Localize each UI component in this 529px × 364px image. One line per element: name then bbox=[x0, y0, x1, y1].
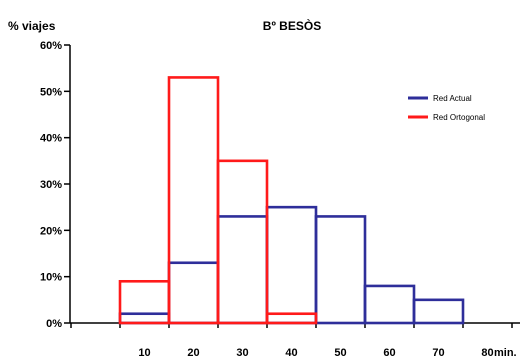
histogram-bar bbox=[216, 159, 269, 325]
histogram-bar bbox=[363, 284, 416, 325]
legend-label: Red Ortogonal bbox=[433, 113, 485, 122]
y-axis-label: % viajes bbox=[8, 19, 56, 33]
chart-title: Bº BESÒS bbox=[263, 18, 321, 33]
y-tick-label: 30% bbox=[40, 179, 62, 191]
histogram-bar bbox=[265, 205, 318, 325]
y-tick-label: 20% bbox=[40, 225, 62, 237]
x-tick-label: 70 bbox=[432, 347, 444, 359]
histogram-bar bbox=[412, 298, 465, 325]
x-tick-label: 60 bbox=[383, 347, 395, 359]
histogram-bar bbox=[167, 76, 220, 325]
x-tick-label: 10 bbox=[138, 347, 150, 359]
x-tick-label: 50 bbox=[334, 347, 346, 359]
histogram-bar bbox=[265, 312, 318, 325]
x-tick-label: 20 bbox=[187, 347, 199, 359]
y-tick-label: 0% bbox=[46, 318, 62, 330]
series-red-ortogonal bbox=[118, 76, 318, 325]
x-tick-label: 40 bbox=[285, 347, 297, 359]
x-tick-label: 80 bbox=[481, 347, 493, 359]
y-tick-label: 50% bbox=[40, 86, 62, 98]
histogram-bar bbox=[314, 215, 367, 325]
histogram-bar bbox=[118, 279, 171, 325]
series-layer bbox=[118, 76, 465, 325]
y-axis: 0% 10% 20% 30% 40% 50% 60% bbox=[40, 40, 71, 330]
legend: Red Actual Red Ortogonal bbox=[408, 94, 485, 122]
legend-label: Red Actual bbox=[433, 94, 472, 103]
x-axis-label: min. bbox=[494, 347, 517, 359]
histogram-bar bbox=[118, 312, 171, 325]
histogram-bar bbox=[216, 215, 269, 325]
x-axis: 10 20 30 40 50 60 70 80 bbox=[70, 322, 520, 359]
y-tick-label: 10% bbox=[40, 272, 62, 284]
x-tick-label: 30 bbox=[236, 347, 248, 359]
y-tick-label: 40% bbox=[40, 133, 62, 145]
series-red-actual bbox=[118, 205, 465, 325]
histogram-bar bbox=[167, 261, 220, 325]
y-tick-label: 60% bbox=[40, 40, 62, 52]
